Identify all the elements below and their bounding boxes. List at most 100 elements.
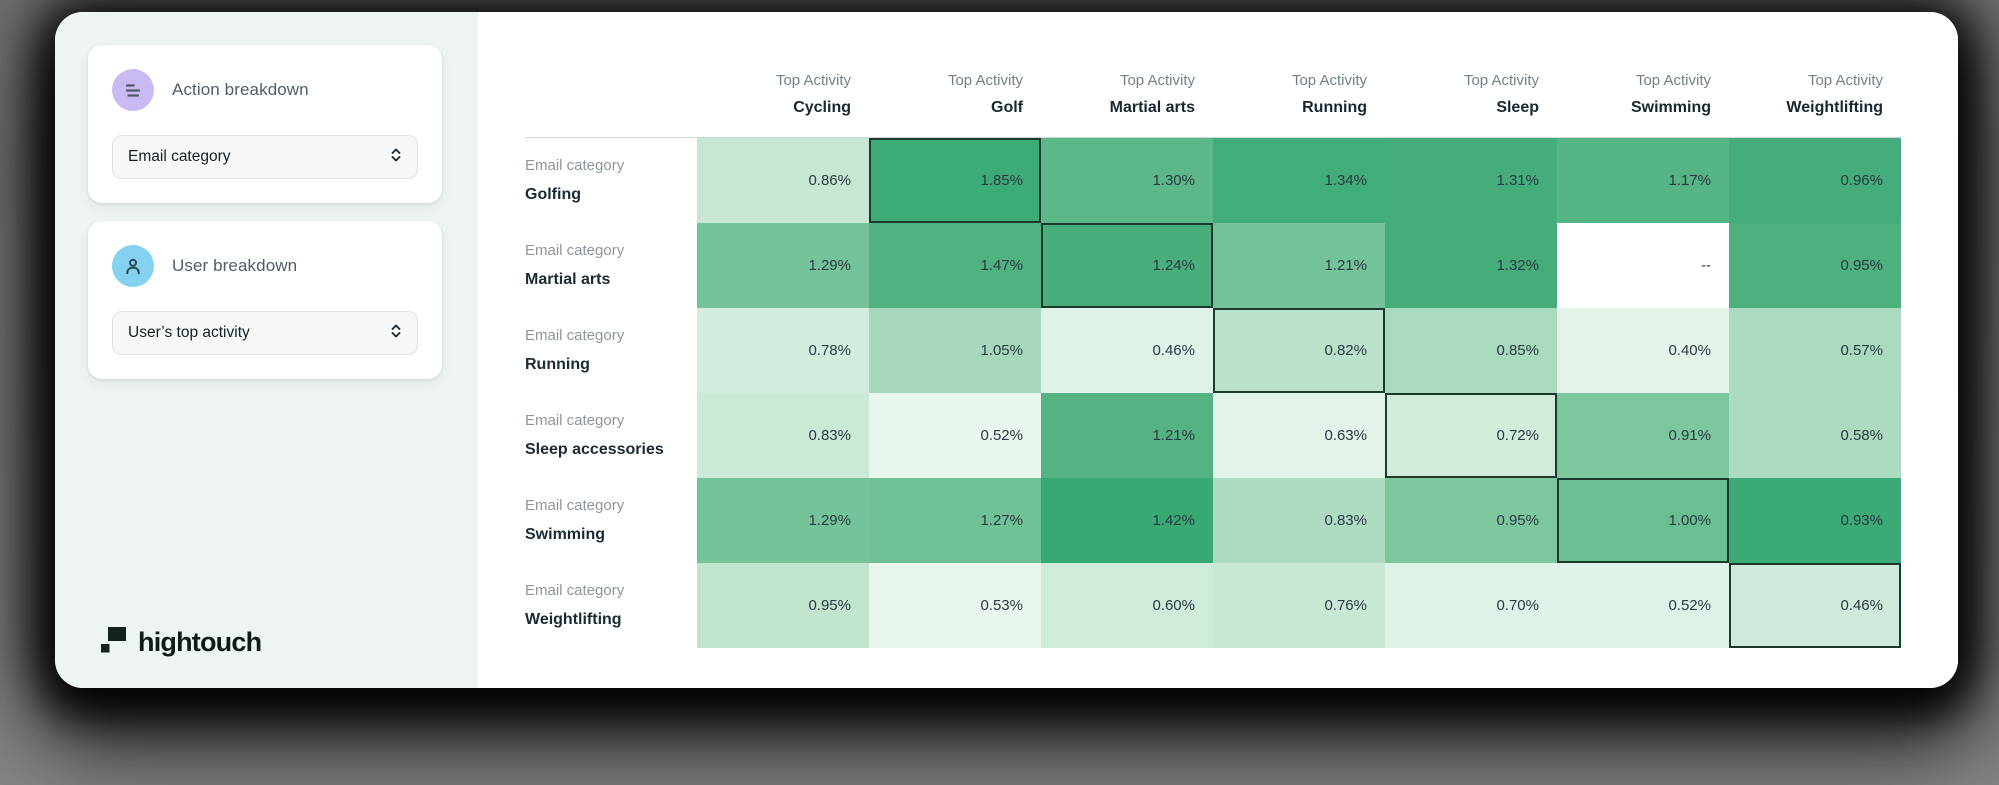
row-label-text: Martial arts: [525, 271, 611, 288]
heatmap-cell[interactable]: 0.93%: [1729, 478, 1901, 563]
row-label-prefix: Email category: [525, 582, 625, 599]
user-breakdown-panel: User breakdown User’s top activity: [88, 221, 442, 379]
action-breakdown-panel: Action breakdown Email category: [88, 45, 442, 203]
heatmap-cell[interactable]: 1.32%: [1385, 223, 1557, 308]
heatmap-cell[interactable]: 0.46%: [1729, 563, 1901, 648]
heatmap-cell[interactable]: 0.95%: [697, 563, 869, 648]
row-label-text: Swimming: [525, 526, 606, 543]
col-header: Top Activity Running: [1213, 46, 1385, 137]
row-label-text: Weightlifting: [525, 611, 622, 628]
heatmap-cell[interactable]: 1.00%: [1557, 478, 1729, 563]
row-label-text: Sleep accessories: [525, 441, 664, 458]
row-label: Email category Swimming: [525, 478, 697, 563]
heatmap-cell[interactable]: 0.52%: [869, 393, 1041, 478]
heatmap-cell[interactable]: 1.31%: [1385, 138, 1557, 223]
heatmap-area: Top Activity Cycling Top Activity Golf Top A…: [478, 12, 1958, 688]
row-label-prefix: Email category: [525, 412, 625, 429]
heatmap-cell[interactable]: 0.78%: [697, 308, 869, 393]
chevron-up-down-icon: [389, 145, 403, 170]
heatmap-cell[interactable]: 0.70%: [1385, 563, 1557, 648]
heatmap-cell[interactable]: 0.96%: [1729, 138, 1901, 223]
row-label-text: Golfing: [525, 186, 581, 203]
col-header: Top Activity Swimming: [1557, 46, 1729, 137]
row-label: Email category Sleep accessories: [525, 393, 697, 478]
heatmap-cell[interactable]: 0.76%: [1213, 563, 1385, 648]
heatmap-cell[interactable]: 1.29%: [697, 223, 869, 308]
row-label-prefix: Email category: [525, 242, 625, 259]
row-label-text: Running: [525, 356, 590, 373]
col-header: Top Activity Weightlifting: [1729, 46, 1901, 137]
heatmap-cell[interactable]: 1.17%: [1557, 138, 1729, 223]
heatmap-cell[interactable]: 1.42%: [1041, 478, 1213, 563]
row-label: Email category Weightlifting: [525, 563, 697, 648]
heatmap-cell[interactable]: 1.30%: [1041, 138, 1213, 223]
user-breakdown-title: User breakdown: [172, 256, 298, 275]
col-header-prefix: Top Activity: [1635, 72, 1711, 89]
user-breakdown-select-value: User’s top activity: [128, 324, 250, 341]
col-header-prefix: Top Activity: [1119, 72, 1195, 89]
user-icon: [112, 245, 154, 287]
chevron-up-down-icon: [389, 321, 403, 346]
col-header-prefix: Top Activity: [1463, 72, 1539, 89]
heatmap-cell[interactable]: 0.86%: [697, 138, 869, 223]
col-header: Top Activity Sleep: [1385, 46, 1557, 137]
col-header-text: Golf: [991, 99, 1023, 116]
heatmap-cell[interactable]: 0.53%: [869, 563, 1041, 648]
heatmap-cell[interactable]: 0.40%: [1557, 308, 1729, 393]
heatmap-cell[interactable]: 0.82%: [1213, 308, 1385, 393]
heatmap-cell[interactable]: 0.95%: [1729, 223, 1901, 308]
col-header: Top Activity Golf: [869, 46, 1041, 137]
action-breakdown-header: Action breakdown: [112, 69, 418, 111]
col-header-text: Cycling: [793, 99, 851, 116]
col-header-prefix: Top Activity: [775, 72, 851, 89]
row-label-prefix: Email category: [525, 157, 625, 174]
user-breakdown-select[interactable]: User’s top activity: [112, 311, 418, 355]
action-breakdown-title: Action breakdown: [172, 80, 309, 99]
action-breakdown-select-value: Email category: [128, 148, 231, 165]
heatmap-cell[interactable]: 1.27%: [869, 478, 1041, 563]
sidebar: Action breakdown Email category: [55, 12, 478, 688]
col-header-prefix: Top Activity: [947, 72, 1023, 89]
heatmap-cell[interactable]: 0.58%: [1729, 393, 1901, 478]
col-header: Top Activity Cycling: [697, 46, 869, 137]
heatmap-cell[interactable]: 1.85%: [869, 138, 1041, 223]
row-label-prefix: Email category: [525, 497, 625, 514]
heatmap-table: Top Activity Cycling Top Activity Golf Top A…: [525, 46, 1958, 648]
bars-icon: [112, 69, 154, 111]
row-label: Email category Golfing: [525, 138, 697, 223]
heatmap-cell[interactable]: --: [1557, 223, 1729, 308]
heatmap-cell[interactable]: 0.83%: [1213, 478, 1385, 563]
heatmap-cell[interactable]: 1.34%: [1213, 138, 1385, 223]
action-breakdown-select[interactable]: Email category: [112, 135, 418, 179]
heatmap-cell[interactable]: 0.52%: [1557, 563, 1729, 648]
row-label-prefix: Email category: [525, 327, 625, 344]
heatmap-cell[interactable]: 0.83%: [697, 393, 869, 478]
col-header-text: Weightlifting: [1786, 99, 1883, 116]
heatmap-cell[interactable]: 0.91%: [1557, 393, 1729, 478]
user-breakdown-header: User breakdown: [112, 245, 418, 287]
heatmap-cell[interactable]: 0.60%: [1041, 563, 1213, 648]
heatmap-cell[interactable]: 1.05%: [869, 308, 1041, 393]
heatmap-cell[interactable]: 0.63%: [1213, 393, 1385, 478]
heatmap-cell[interactable]: 1.21%: [1041, 393, 1213, 478]
table-corner-spacer: [525, 46, 697, 137]
col-header: Top Activity Martial arts: [1041, 46, 1213, 137]
heatmap-cell[interactable]: 0.95%: [1385, 478, 1557, 563]
col-header-text: Running: [1302, 99, 1367, 116]
header-divider: [525, 137, 1901, 138]
heatmap-cell[interactable]: 0.46%: [1041, 308, 1213, 393]
col-header-text: Swimming: [1630, 99, 1711, 116]
heatmap-cell[interactable]: 1.24%: [1041, 223, 1213, 308]
col-header-text: Martial arts: [1109, 99, 1195, 116]
heatmap-cell[interactable]: 1.29%: [697, 478, 869, 563]
row-label: Email category Martial arts: [525, 223, 697, 308]
heatmap-cell[interactable]: 1.21%: [1213, 223, 1385, 308]
col-header-text: Sleep: [1496, 99, 1539, 116]
heatmap-cell[interactable]: 0.72%: [1385, 393, 1557, 478]
hightouch-logo: hightouch: [100, 626, 442, 658]
row-label: Email category Running: [525, 308, 697, 393]
heatmap-cell[interactable]: 0.57%: [1729, 308, 1901, 393]
heatmap-cell[interactable]: 1.47%: [869, 223, 1041, 308]
heatmap-cell[interactable]: 0.85%: [1385, 308, 1557, 393]
